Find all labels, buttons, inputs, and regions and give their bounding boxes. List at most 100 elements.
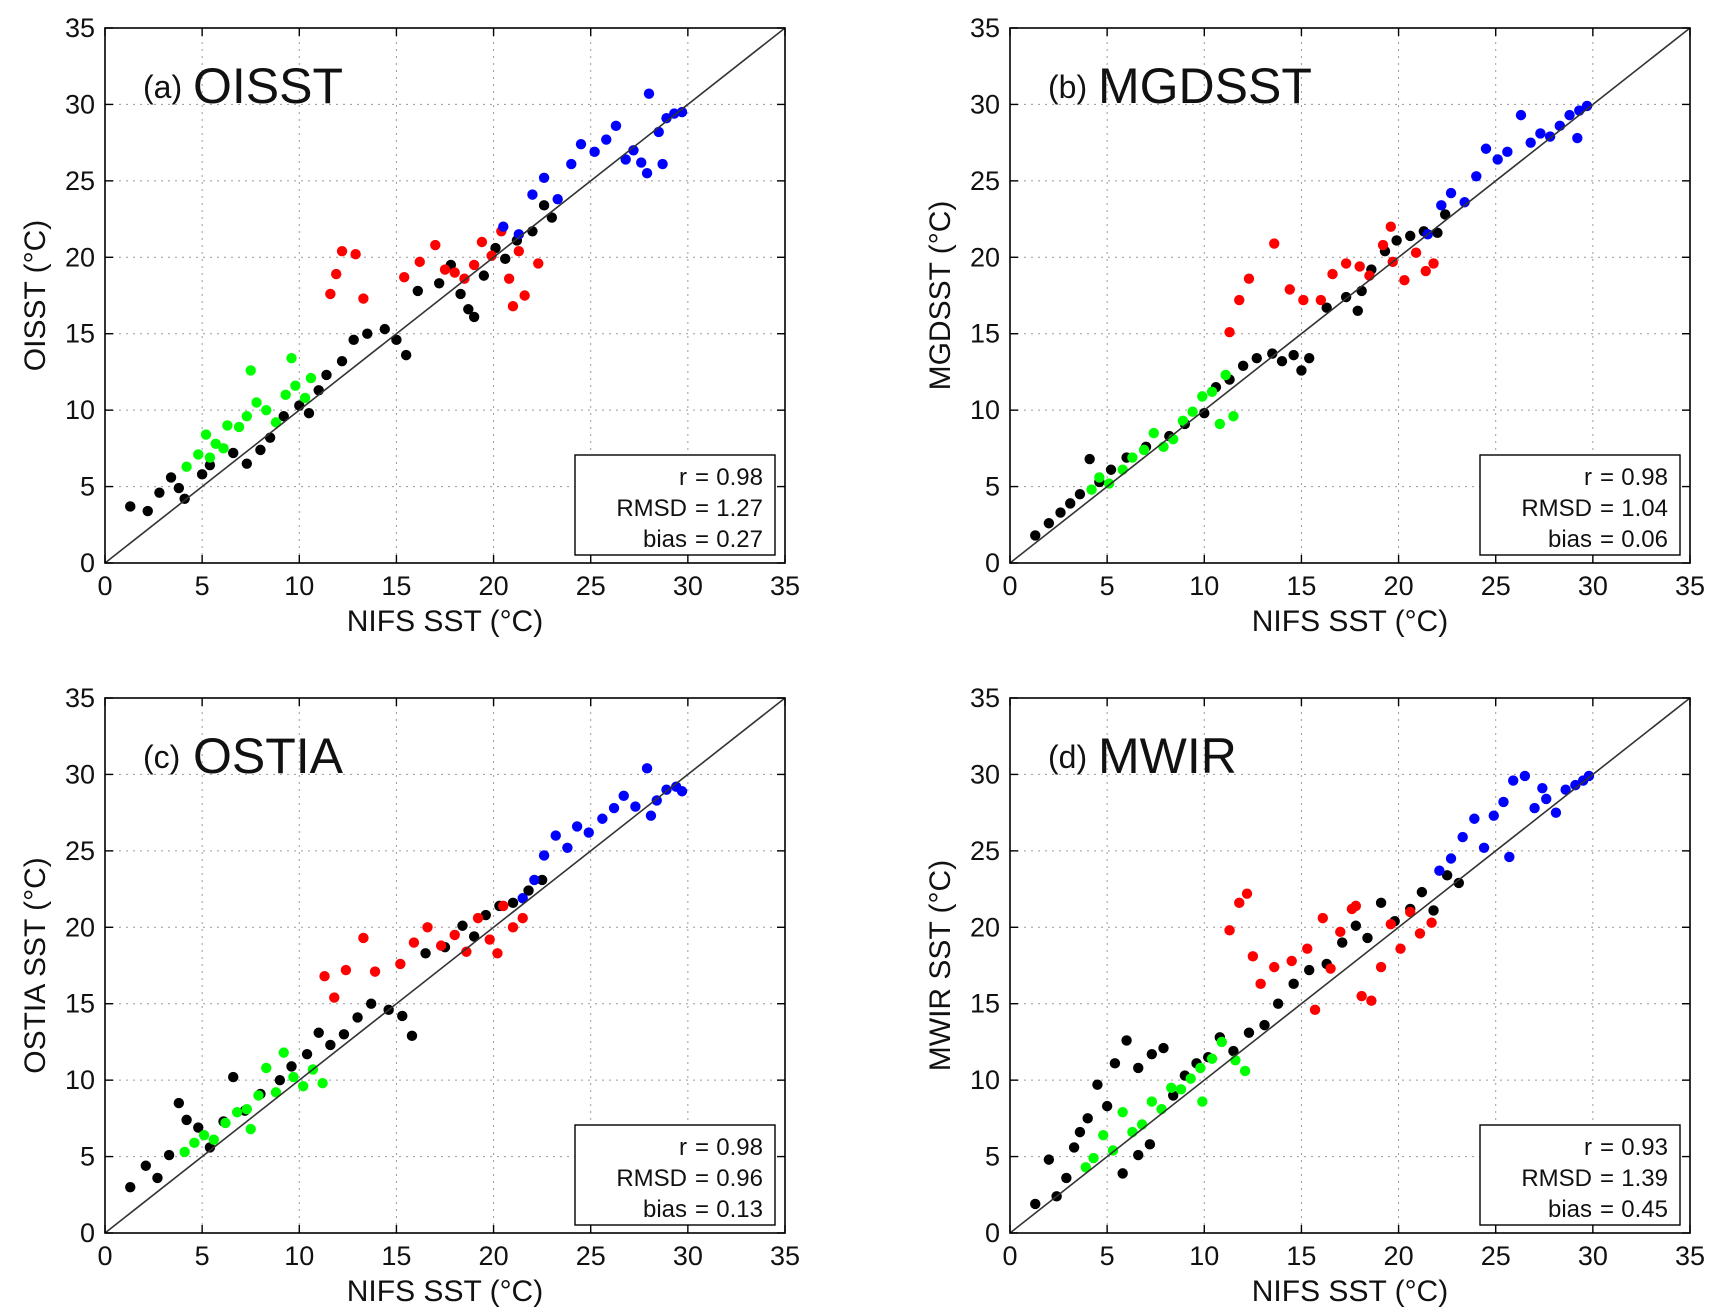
data-point — [125, 501, 136, 512]
data-point — [348, 334, 359, 346]
data-point — [233, 421, 245, 433]
data-point — [422, 922, 433, 933]
stat-value: 1.39 — [1621, 1165, 1668, 1192]
data-point — [1428, 258, 1439, 269]
data-point — [245, 365, 256, 376]
data-point — [1304, 352, 1315, 364]
data-point — [1377, 239, 1389, 251]
data-point — [1284, 284, 1295, 295]
data-point — [1239, 1065, 1251, 1077]
stat-value: 0.27 — [716, 526, 763, 553]
data-point — [228, 447, 239, 459]
data-point — [1564, 109, 1575, 121]
data-point — [517, 893, 528, 904]
data-point — [435, 940, 447, 951]
data-point — [641, 168, 653, 179]
plot-frame — [1009, 27, 1691, 564]
data-point — [1272, 998, 1284, 1009]
data-point — [198, 1129, 210, 1141]
data-point — [331, 268, 342, 280]
data-point — [1315, 294, 1327, 306]
data-point — [336, 245, 348, 257]
data-point — [1080, 1162, 1091, 1173]
data-point — [1302, 943, 1313, 954]
data-point — [245, 1123, 256, 1135]
data-point — [533, 258, 544, 269]
data-point — [261, 1062, 272, 1074]
data-point — [676, 106, 688, 118]
data-point — [503, 273, 515, 284]
data-point — [490, 242, 501, 254]
data-point — [507, 301, 519, 312]
data-point — [399, 271, 410, 283]
data-point — [645, 810, 657, 821]
data-point — [566, 158, 577, 170]
panel-b: 0 5 10 15 20 25 30 35 0 5 10 15 20 25 30 35 NIFS SST (°C… — [924, 13, 1705, 638]
data-point — [527, 189, 538, 200]
data-point — [321, 369, 332, 381]
data-point — [1068, 1142, 1080, 1153]
data-point — [1055, 507, 1066, 518]
data-point — [163, 1149, 175, 1161]
stat-name: bias — [643, 1196, 687, 1223]
data-point — [1440, 209, 1451, 220]
data-point — [1395, 943, 1406, 954]
y-tick-label: 20 — [65, 912, 95, 942]
panel-label: (d) — [1048, 739, 1087, 775]
data-point — [1405, 906, 1416, 918]
data-point — [1088, 1152, 1099, 1164]
stats-box — [1479, 1124, 1681, 1226]
data-point — [222, 420, 233, 431]
x-axis-label: NIFS SST (°C) — [1252, 1275, 1448, 1308]
data-point — [142, 505, 153, 517]
panel-c: 0 5 10 15 20 25 30 35 0 5 10 15 20 25 30 35 NIFS SST (°C… — [19, 683, 800, 1308]
x-tick-label: 15 — [1286, 1241, 1316, 1271]
data-point — [1234, 897, 1245, 909]
data-point — [1560, 784, 1571, 795]
data-point — [1414, 928, 1426, 939]
data-point — [395, 958, 406, 970]
stat-name: RMSD — [616, 495, 687, 522]
data-point — [1224, 925, 1235, 936]
data-point — [1441, 870, 1453, 881]
x-tick-label: 35 — [770, 1241, 800, 1271]
data-point — [1535, 128, 1546, 139]
data-point — [251, 397, 262, 408]
data-point — [1469, 813, 1480, 824]
data-point — [1105, 464, 1117, 475]
data-point — [379, 323, 390, 335]
data-point — [200, 429, 212, 440]
data-point — [1146, 1048, 1158, 1060]
data-point — [1094, 472, 1105, 483]
data-point — [340, 964, 352, 976]
data-point — [325, 288, 336, 300]
data-point — [1581, 100, 1593, 112]
y-tick-label: 10 — [65, 395, 95, 425]
data-point — [507, 922, 519, 933]
data-point — [352, 1012, 363, 1023]
data-point — [179, 1146, 190, 1158]
stat-value: 1.27 — [716, 495, 763, 522]
x-tick-label: 25 — [576, 571, 606, 601]
data-point — [507, 897, 519, 909]
data-point — [486, 250, 497, 261]
data-point — [601, 134, 612, 145]
y-tick-label: 10 — [970, 395, 1000, 425]
data-point — [358, 293, 369, 304]
data-point — [630, 801, 641, 812]
data-point — [369, 966, 381, 977]
data-point — [1304, 964, 1315, 976]
data-point — [1148, 427, 1159, 439]
data-point — [1508, 775, 1519, 786]
data-point — [1127, 452, 1138, 463]
data-point — [468, 311, 480, 323]
data-point — [140, 1160, 151, 1171]
data-point — [358, 932, 369, 944]
data-point — [303, 408, 315, 419]
data-point — [189, 1137, 200, 1149]
stat-value: 0.98 — [716, 464, 763, 491]
data-point — [498, 900, 509, 912]
data-point — [1515, 109, 1527, 121]
data-point — [1117, 1107, 1128, 1118]
